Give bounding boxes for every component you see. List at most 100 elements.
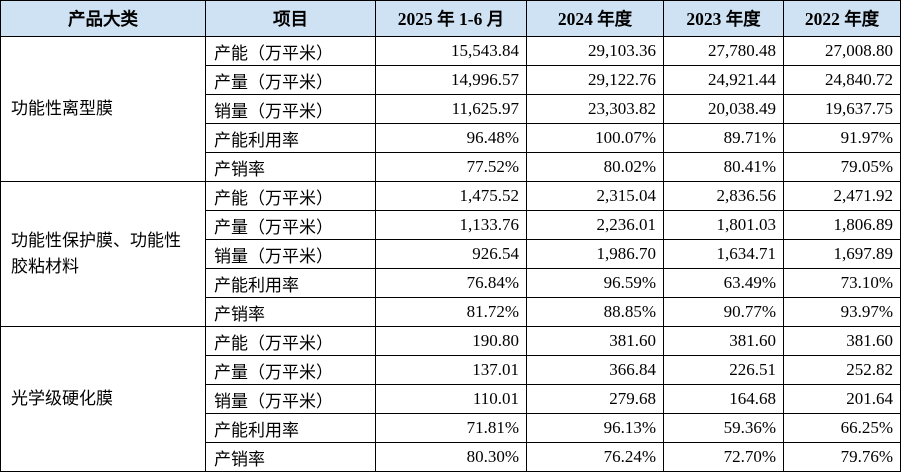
value-cell: 137.01: [375, 355, 527, 385]
value-cell: 2,471.92: [783, 181, 901, 211]
table-row: 功能性离型膜 产能（万平米） 15,543.84 29,103.36 27,780.48…: [0, 36, 901, 182]
value-cell: 252.82: [783, 355, 901, 385]
value-cell: 201.64: [783, 384, 901, 414]
value-cell: 19,637.75: [783, 94, 901, 124]
value-cell: 96.48%: [375, 123, 527, 153]
value-cell: 80.02%: [526, 152, 664, 182]
table-row: 产量（万平米） 137.01 366.84 226.51 252.82: [1, 355, 901, 385]
value-cell: 90.77%: [663, 297, 784, 327]
table-row: 产量（万平米） 14,996.57 29,122.76 24,921.44 24,840…: [1, 65, 901, 95]
value-cell: 279.68: [526, 384, 664, 414]
value-cell: 1,801.03: [663, 210, 784, 240]
value-cell: 366.84: [526, 355, 664, 385]
item-cell: 销量（万平米）: [205, 94, 376, 124]
item-cell: 产销率: [205, 152, 376, 182]
table-row: 光学级硬化膜 产能（万平米） 190.80 381.60 381.60 381.60: [0, 326, 901, 472]
value-cell: 63.49%: [663, 268, 784, 298]
value-cell: 11,625.97: [375, 94, 527, 124]
header-row: 产品大类 项目 2025 年 1-6 月 2024 年度 2023 年度 2022 年度: [0, 0, 901, 37]
value-cell: 1,133.76: [375, 210, 527, 240]
value-cell: 926.54: [375, 239, 527, 269]
value-cell: 190.80: [375, 326, 527, 356]
item-cell: 产销率: [205, 442, 376, 472]
value-cell: 96.59%: [526, 268, 664, 298]
value-cell: 15,543.84: [375, 36, 527, 66]
value-cell: 96.13%: [526, 413, 664, 443]
table-row: 产销率 80.30% 76.24% 72.70% 79.76%: [1, 442, 901, 472]
category-cell: 功能性离型膜: [0, 36, 206, 182]
table-row: 产销率 77.52% 80.02% 80.41% 79.05%: [1, 152, 901, 182]
item-cell: 产能（万平米）: [205, 326, 376, 356]
value-cell: 381.60: [663, 326, 784, 356]
value-cell: 381.60: [526, 326, 664, 356]
item-cell: 产能利用率: [205, 123, 376, 153]
item-cell: 产量（万平米）: [205, 65, 376, 95]
header-cell: 产品大类: [0, 0, 206, 37]
value-cell: 29,122.76: [526, 65, 664, 95]
value-cell: 76.84%: [375, 268, 527, 298]
value-cell: 14,996.57: [375, 65, 527, 95]
value-cell: 100.07%: [526, 123, 664, 153]
category-cell: 光学级硬化膜: [0, 326, 206, 472]
value-cell: 1,634.71: [663, 239, 784, 269]
value-cell: 72.70%: [663, 442, 784, 472]
value-cell: 89.71%: [663, 123, 784, 153]
value-cell: 93.97%: [783, 297, 901, 327]
value-cell: 381.60: [783, 326, 901, 356]
value-cell: 2,236.01: [526, 210, 664, 240]
value-cell: 79.05%: [783, 152, 901, 182]
header-cell: 2022 年度: [783, 0, 901, 37]
value-cell: 79.76%: [783, 442, 901, 472]
table-row: 销量（万平米） 926.54 1,986.70 1,634.71 1,697.89: [1, 239, 901, 269]
header-cell: 2025 年 1-6 月: [375, 0, 527, 37]
item-cell: 产能利用率: [205, 413, 376, 443]
value-cell: 226.51: [663, 355, 784, 385]
table-row: 产能利用率 96.48% 100.07% 89.71% 91.97%: [1, 123, 901, 153]
value-cell: 81.72%: [375, 297, 527, 327]
value-cell: 164.68: [663, 384, 784, 414]
value-cell: 71.81%: [375, 413, 527, 443]
value-cell: 24,840.72: [783, 65, 901, 95]
value-cell: 1,986.70: [526, 239, 664, 269]
value-cell: 24,921.44: [663, 65, 784, 95]
value-cell: 1,697.89: [783, 239, 901, 269]
value-cell: 23,303.82: [526, 94, 664, 124]
value-cell: 2,315.04: [526, 181, 664, 211]
value-cell: 80.41%: [663, 152, 784, 182]
value-cell: 77.52%: [375, 152, 527, 182]
value-cell: 91.97%: [783, 123, 901, 153]
value-cell: 2,836.56: [663, 181, 784, 211]
value-cell: 29,103.36: [526, 36, 664, 66]
item-cell: 销量（万平米）: [205, 384, 376, 414]
value-cell: 88.85%: [526, 297, 664, 327]
value-cell: 80.30%: [375, 442, 527, 472]
table-body: 功能性离型膜 产能（万平米） 15,543.84 29,103.36 27,780.48…: [0, 36, 901, 472]
header-cell: 2023 年度: [663, 0, 784, 37]
table-row: 销量（万平米） 110.01 279.68 164.68 201.64: [1, 384, 901, 414]
table-row: 销量（万平米） 11,625.97 23,303.82 20,038.49 19,637…: [1, 94, 901, 124]
value-cell: 110.01: [375, 384, 527, 414]
item-cell: 产销率: [205, 297, 376, 327]
item-cell: 产量（万平米）: [205, 355, 376, 385]
value-cell: 20,038.49: [663, 94, 784, 124]
value-cell: 73.10%: [783, 268, 901, 298]
value-cell: 27,780.48: [663, 36, 784, 66]
table-row: 功能性保护膜、功能性胶粘材料 产能（万平米） 1,475.52 2,315.04 2,8…: [0, 181, 901, 327]
item-cell: 产能（万平米）: [205, 181, 376, 211]
value-cell: 66.25%: [783, 413, 901, 443]
header-cell: 项目: [205, 0, 376, 37]
value-cell: 59.36%: [663, 413, 784, 443]
item-cell: 产能（万平米）: [205, 36, 376, 66]
item-cell: 产量（万平米）: [205, 210, 376, 240]
value-cell: 76.24%: [526, 442, 664, 472]
table-row: 产能利用率 71.81% 96.13% 59.36% 66.25%: [1, 413, 901, 443]
item-cell: 销量（万平米）: [205, 239, 376, 269]
table-row: 产量（万平米） 1,133.76 2,236.01 1,801.03 1,806.89: [1, 210, 901, 240]
value-cell: 27,008.80: [783, 36, 901, 66]
value-cell: 1,806.89: [783, 210, 901, 240]
category-cell: 功能性保护膜、功能性胶粘材料: [0, 181, 206, 327]
value-cell: 1,475.52: [375, 181, 527, 211]
header-cell: 2024 年度: [526, 0, 664, 37]
